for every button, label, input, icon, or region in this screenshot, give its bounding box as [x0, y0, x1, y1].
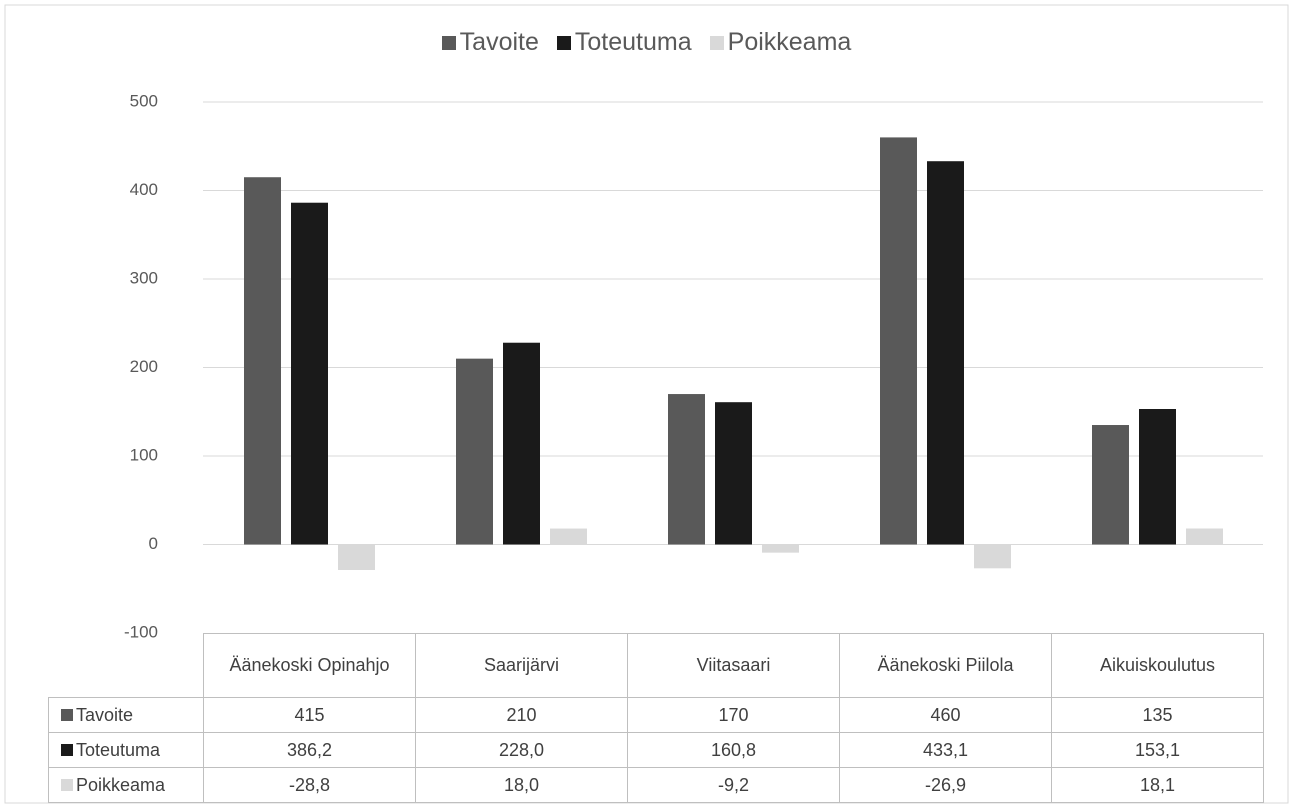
table-value: 18,1 [1051, 767, 1264, 803]
table-value: 415 [203, 697, 416, 733]
legend-swatch [441, 35, 456, 50]
legend-item: Toteutuma [556, 28, 692, 57]
bar [503, 342, 540, 545]
table-value: -26,9 [839, 767, 1052, 803]
legend-item: Poikkeama [709, 28, 852, 57]
bar [1092, 425, 1129, 545]
row-name: Poikkeama [48, 767, 204, 803]
legend-label: Toteutuma [574, 28, 692, 56]
category-label: Aikuiskoulutus [1051, 633, 1264, 698]
legend-key [61, 708, 73, 721]
y-tick-label: 100 [130, 445, 158, 464]
chart-border [4, 4, 1289, 804]
table-row: Toteutuma 386,2 228,0 160,8 433,1 153,1 [48, 732, 1264, 768]
y-tick-label: 0 [149, 534, 158, 553]
category-label: Saarijärvi [415, 633, 628, 698]
table-value: -28,8 [203, 767, 416, 803]
legend-swatch [556, 35, 571, 50]
category-label: Viitasaari [627, 633, 840, 698]
y-tick-label: 400 [130, 180, 158, 199]
row-name: Tavoite [48, 697, 204, 733]
table-value: 135 [1051, 697, 1264, 733]
table-header-row: Äänekoski Opinahjo Saarijärvi Viitasaari Ää… [49, 633, 1264, 698]
bar [244, 177, 281, 545]
legend-label: Tavoite [459, 28, 539, 56]
series-name: Toteutuma [76, 739, 161, 760]
bar [715, 402, 752, 545]
bar [338, 544, 375, 570]
legend-swatch [709, 35, 724, 50]
table-value: 386,2 [203, 732, 416, 768]
table-value: -9,2 [627, 767, 840, 803]
y-tick-label: 500 [130, 91, 158, 110]
bar [880, 137, 917, 545]
table-value: 153,1 [1051, 732, 1264, 768]
bar [927, 161, 964, 545]
bar [1139, 409, 1176, 545]
data-table: Äänekoski Opinahjo Saarijärvi Viitasaari Ää… [48, 633, 1264, 803]
row-name: Toteutuma [48, 732, 204, 768]
bar [668, 394, 705, 545]
legend-key [61, 743, 73, 756]
table-row: Tavoite 415 210 170 460 135 [48, 697, 1264, 733]
table-value: 210 [415, 697, 628, 733]
bar [762, 544, 799, 553]
series-name: Tavoite [76, 704, 134, 725]
table-corner [49, 634, 204, 698]
legend: Tavoite Toteutuma Poikkeama [0, 28, 1293, 57]
y-tick-label: 300 [130, 268, 158, 287]
legend-key [61, 778, 73, 791]
bar [974, 544, 1011, 569]
bar [456, 358, 493, 545]
series-name: Poikkeama [76, 774, 166, 795]
table-value: 18,0 [415, 767, 628, 803]
table-value: 460 [839, 697, 1052, 733]
table-value: 170 [627, 697, 840, 733]
legend-item: Tavoite [441, 28, 539, 57]
table-value: 433,1 [839, 732, 1052, 768]
y-tick-label: 200 [130, 357, 158, 376]
table-value: 228,0 [415, 732, 628, 768]
bar [550, 528, 587, 545]
bar [291, 202, 328, 545]
category-label: Äänekoski Opinahjo [203, 633, 416, 698]
table-row: Poikkeama -28,8 18,0 -9,2 -26,9 18,1 [48, 767, 1264, 803]
y-tick-label: -100 [124, 622, 158, 641]
legend-label: Poikkeama [727, 28, 852, 56]
bar [1186, 528, 1223, 545]
table-value: 160,8 [627, 732, 840, 768]
category-label: Äänekoski Piilola [839, 633, 1052, 698]
